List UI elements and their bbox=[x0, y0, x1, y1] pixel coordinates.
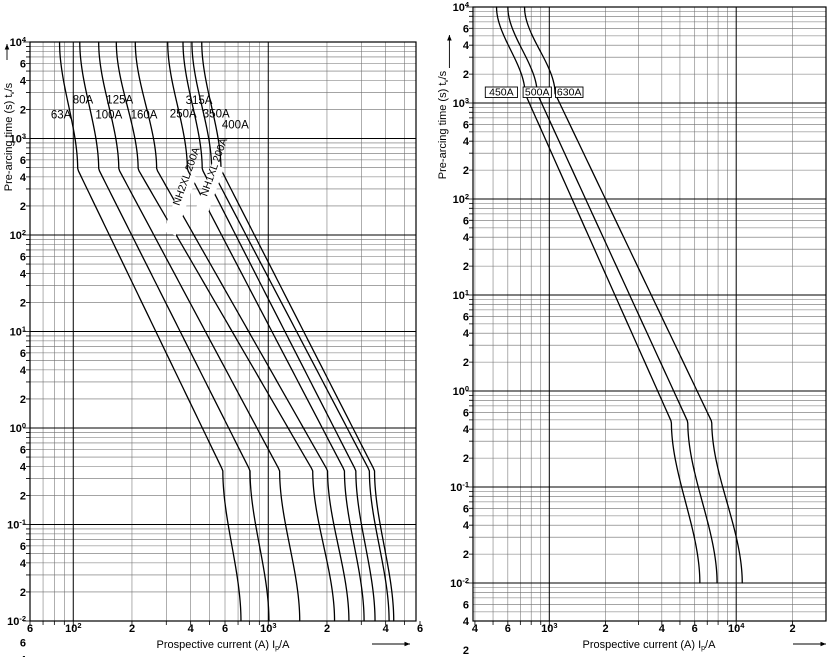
svg-text:6: 6 bbox=[463, 503, 469, 515]
svg-text:400A: 400A bbox=[222, 120, 249, 132]
svg-text:450A: 450A bbox=[489, 87, 514, 99]
svg-text:4: 4 bbox=[463, 520, 470, 532]
svg-text:2: 2 bbox=[463, 69, 469, 81]
svg-text:Pre-arcing time (s) tv/s: Pre-arcing time (s) tv/s bbox=[3, 82, 16, 191]
svg-text:2: 2 bbox=[20, 201, 26, 213]
svg-text:4: 4 bbox=[463, 136, 470, 148]
svg-text:6: 6 bbox=[20, 637, 26, 649]
svg-text:2: 2 bbox=[20, 394, 26, 406]
svg-text:6: 6 bbox=[20, 541, 26, 553]
svg-text:6: 6 bbox=[463, 599, 469, 611]
svg-text:4: 4 bbox=[463, 40, 470, 52]
svg-text:6: 6 bbox=[463, 23, 469, 35]
svg-text:160A: 160A bbox=[131, 110, 158, 122]
svg-text:Pre-arcing time (s) tv/s: Pre-arcing time (s) tv/s bbox=[437, 70, 450, 179]
svg-text:2: 2 bbox=[463, 645, 469, 657]
svg-text:4: 4 bbox=[659, 623, 666, 635]
svg-text:500A: 500A bbox=[525, 87, 550, 99]
svg-text:6: 6 bbox=[463, 311, 469, 323]
svg-text:125A: 125A bbox=[106, 94, 133, 106]
svg-text:6: 6 bbox=[463, 407, 469, 419]
svg-text:2: 2 bbox=[463, 549, 469, 561]
svg-text:2: 2 bbox=[463, 165, 469, 177]
svg-text:6: 6 bbox=[20, 444, 26, 456]
svg-text:6: 6 bbox=[463, 119, 469, 131]
svg-text:6: 6 bbox=[463, 215, 469, 227]
svg-text:4: 4 bbox=[20, 172, 27, 184]
svg-text:4: 4 bbox=[383, 623, 390, 635]
svg-text:100A: 100A bbox=[95, 110, 122, 122]
svg-text:4: 4 bbox=[463, 424, 470, 436]
svg-text:2: 2 bbox=[20, 298, 26, 310]
svg-text:630A: 630A bbox=[557, 87, 582, 99]
svg-text:4: 4 bbox=[188, 623, 195, 635]
svg-text:2: 2 bbox=[463, 453, 469, 465]
svg-text:4: 4 bbox=[20, 268, 27, 280]
svg-text:Prospective current (A) Ip/A: Prospective current (A) Ip/A bbox=[583, 639, 717, 652]
svg-text:6: 6 bbox=[20, 251, 26, 263]
svg-text:4: 4 bbox=[20, 558, 27, 570]
svg-text:63A: 63A bbox=[51, 110, 72, 122]
svg-text:250A: 250A bbox=[170, 108, 197, 120]
svg-text:2: 2 bbox=[20, 587, 26, 599]
svg-text:4: 4 bbox=[20, 461, 27, 473]
svg-text:4: 4 bbox=[20, 75, 27, 87]
svg-text:6: 6 bbox=[20, 155, 26, 167]
svg-text:Prospective current (A) Ip/A: Prospective current (A) Ip/A bbox=[157, 639, 291, 652]
svg-text:2: 2 bbox=[20, 105, 26, 117]
svg-text:4: 4 bbox=[463, 232, 470, 244]
svg-text:4: 4 bbox=[463, 328, 470, 340]
svg-text:4: 4 bbox=[20, 365, 27, 377]
svg-text:80A: 80A bbox=[73, 94, 94, 106]
svg-text:4: 4 bbox=[463, 616, 470, 628]
svg-text:2: 2 bbox=[20, 491, 26, 503]
svg-text:4: 4 bbox=[472, 623, 479, 635]
svg-text:350A: 350A bbox=[203, 108, 230, 120]
svg-text:6: 6 bbox=[20, 348, 26, 360]
svg-text:6: 6 bbox=[20, 58, 26, 70]
svg-text:2: 2 bbox=[463, 261, 469, 273]
svg-text:315A: 315A bbox=[186, 95, 213, 107]
svg-text:2: 2 bbox=[463, 357, 469, 369]
